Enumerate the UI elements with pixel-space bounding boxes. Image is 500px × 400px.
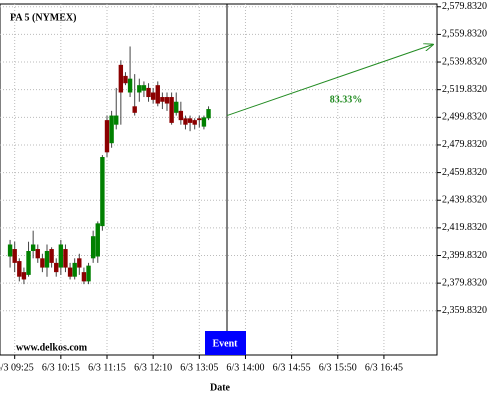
x-tick-label: 6/3 16:45 — [365, 362, 403, 373]
y-tick-label: 2,359.8320 — [442, 305, 487, 316]
x-tick-label: 6/3 09:25 — [0, 362, 34, 373]
candle-body — [7, 244, 13, 257]
candle-body — [30, 244, 36, 251]
y-tick-label: 2,439.8320 — [442, 195, 487, 206]
candle-body — [146, 87, 151, 98]
candle-body — [201, 117, 207, 127]
candle-body — [77, 258, 82, 268]
candle-body — [26, 250, 31, 275]
candle-body — [90, 236, 96, 259]
y-tick-label: 2,419.8320 — [442, 222, 487, 233]
plot-frame — [0, 3, 438, 356]
candle-body — [58, 244, 64, 268]
x-tick-label: 6/3 11:15 — [88, 362, 126, 373]
y-tick-label: 2,499.8320 — [442, 112, 487, 123]
candle-body — [86, 265, 91, 282]
candle-body — [104, 120, 110, 153]
candle-body — [44, 250, 50, 268]
projection-label: 83.33% — [330, 94, 363, 105]
y-tick-label: 2,519.8320 — [442, 84, 487, 95]
x-axis-label: Date — [210, 382, 231, 393]
candle-body — [174, 101, 179, 113]
candle-body — [192, 120, 197, 125]
y-tick-label: 2,479.8320 — [442, 139, 487, 150]
candle-body — [100, 157, 105, 227]
candle-body — [160, 97, 165, 102]
x-tick-label: 6/3 14:55 — [273, 362, 311, 373]
candle-body — [63, 249, 68, 268]
y-tick-label: 2,399.8320 — [442, 250, 487, 261]
candle-body — [81, 272, 87, 282]
projection-arrow — [226, 45, 433, 117]
candle-body — [49, 249, 54, 263]
x-tick-label: 6/3 13:05 — [180, 362, 218, 373]
candle-body — [155, 85, 160, 104]
candle-body — [40, 258, 45, 268]
candle-body — [150, 92, 156, 100]
candle-body — [12, 249, 17, 263]
candle-body — [21, 272, 27, 280]
candle-body — [17, 261, 22, 277]
candle-body — [109, 115, 114, 144]
candle-body — [178, 110, 184, 121]
candle-body — [123, 75, 128, 84]
candle-body — [197, 118, 202, 121]
x-tick-label: 6/3 14:00 — [226, 362, 264, 373]
y-tick-label: 2,579.8320 — [442, 1, 487, 12]
candle-body — [114, 115, 119, 125]
candle-body — [137, 85, 142, 93]
y-tick-label: 2,379.8320 — [442, 277, 487, 288]
candle-body — [183, 118, 188, 125]
candle-body — [54, 262, 59, 273]
candle-body — [35, 249, 40, 259]
event-box — [205, 331, 246, 355]
event-label: Event — [213, 338, 239, 349]
y-tick-label: 2,539.8320 — [442, 56, 487, 67]
candle-body — [118, 64, 124, 93]
candle-body — [187, 118, 193, 123]
candle-body — [141, 85, 147, 91]
candle-body — [95, 223, 100, 257]
candle-body — [169, 97, 174, 123]
x-tick-label: 6/3 12:10 — [134, 362, 172, 373]
candle-body — [72, 262, 77, 277]
x-tick-label: 6/3 15:50 — [319, 362, 357, 373]
y-tick-label: 2,459.8320 — [442, 167, 487, 178]
y-tick-label: 2,559.8320 — [442, 29, 487, 40]
candle-body — [164, 97, 170, 104]
candle-body — [132, 106, 137, 113]
candle-body — [127, 78, 133, 93]
watermark: www.delkos.com — [16, 342, 88, 353]
candle-body — [67, 267, 73, 277]
chart-title: PA 5 (NYMEX) — [10, 12, 76, 23]
x-tick-label: 6/3 10:15 — [42, 362, 80, 373]
candle-body — [206, 109, 211, 119]
